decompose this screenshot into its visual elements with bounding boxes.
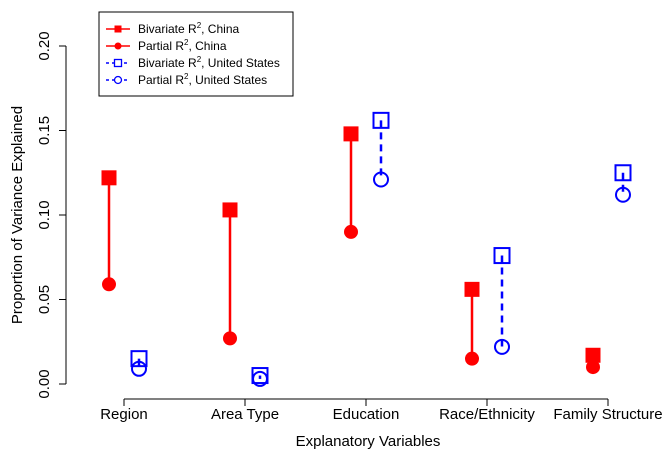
point-bivariate-us xyxy=(372,111,390,129)
point-bivariate-china xyxy=(464,281,480,297)
point-bivariate-china xyxy=(101,170,117,186)
x-tick-label: Race/Ethnicity xyxy=(439,406,535,423)
legend-marker xyxy=(114,25,122,33)
point-bivariate-us xyxy=(493,247,511,265)
chart-marks xyxy=(101,111,632,387)
legend-label: Partial R2, China xyxy=(138,38,227,53)
legend-marker xyxy=(114,42,122,50)
y-tick-label: 0.00 xyxy=(36,369,53,398)
point-bivariate-china xyxy=(585,347,601,363)
y-tick-label: 0.20 xyxy=(36,31,53,60)
y-tick-label: 0.05 xyxy=(36,285,53,314)
point-partial-us xyxy=(494,338,510,355)
point-partial-china xyxy=(344,224,358,239)
x-tick-label: Family Structure xyxy=(553,406,662,423)
legend-marker xyxy=(113,58,123,68)
y-axis: 0.00 0.05 0.10 0.15 0.20 xyxy=(36,31,67,399)
point-partial-us xyxy=(615,186,631,203)
legend-label: Partial R2, United States xyxy=(138,72,267,87)
legend-box xyxy=(98,11,294,97)
point-bivariate-china xyxy=(222,202,238,218)
legend-marker xyxy=(113,75,123,85)
point-partial-china xyxy=(102,277,116,292)
x-tick-label: Education xyxy=(333,406,400,423)
y-tick-label: 0.10 xyxy=(36,200,53,229)
x-axis: Region Area Type Education Race/Ethnicity Fa… xyxy=(100,398,663,423)
point-partial-us xyxy=(252,370,268,387)
x-tick-label: Region xyxy=(100,406,148,423)
point-partial-china xyxy=(223,331,237,346)
point-bivariate-us xyxy=(251,367,269,385)
point-partial-us xyxy=(373,171,389,188)
point-partial-us xyxy=(131,360,147,377)
legend-label: Bivariate R2, United States xyxy=(138,55,280,70)
legend-label: Bivariate R2, China xyxy=(138,21,239,36)
point-partial-china xyxy=(465,351,479,366)
y-axis-title: Proportion of Variance Explained xyxy=(9,106,26,324)
point-bivariate-us xyxy=(614,164,632,182)
x-tick-label: Area Type xyxy=(211,406,279,423)
y-tick-label: 0.15 xyxy=(36,116,53,145)
point-bivariate-china xyxy=(343,126,359,142)
x-axis-title: Explanatory Variables xyxy=(296,433,441,450)
point-partial-china xyxy=(586,360,600,375)
legend: Bivariate R2, China Partial R2, China Biva… xyxy=(98,11,294,97)
point-bivariate-us xyxy=(130,350,148,368)
